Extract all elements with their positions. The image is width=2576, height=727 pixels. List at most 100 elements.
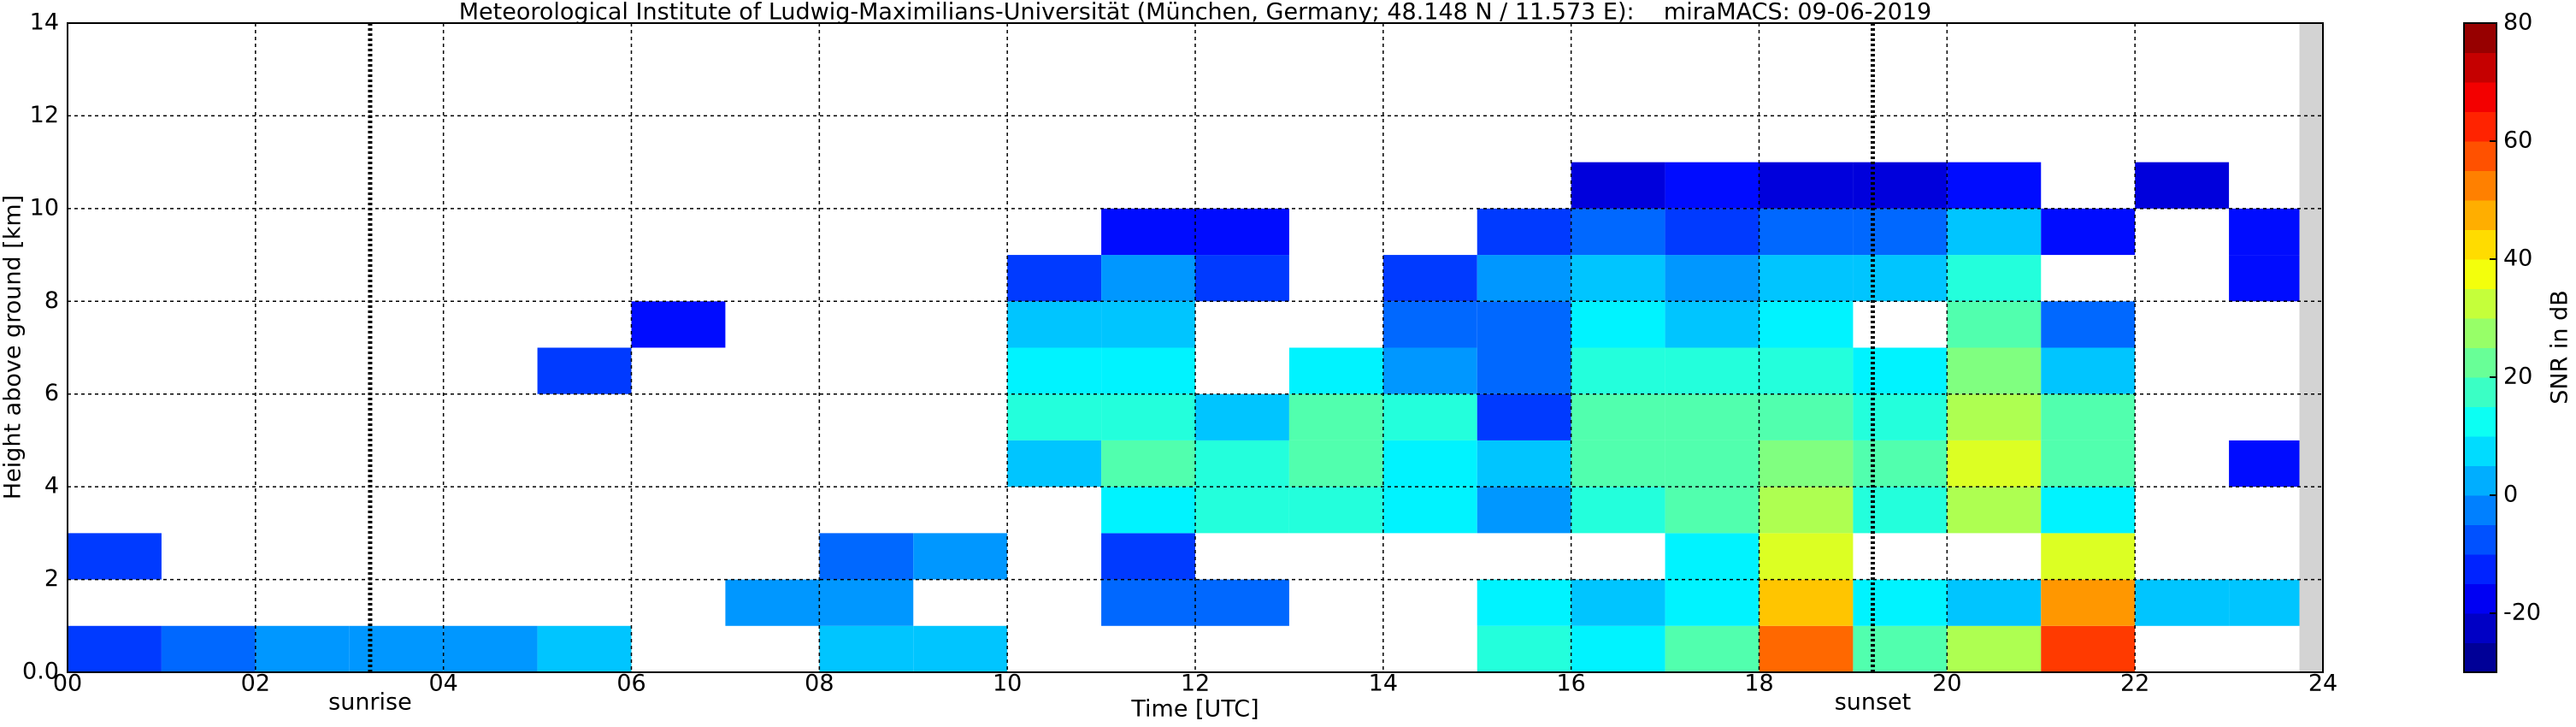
colorbar-frame [2463,22,2497,673]
heatmap-cell [537,625,632,672]
heatmap-cell [1101,533,1195,580]
heatmap-cell [1288,487,1383,534]
heatmap-cell [913,533,1008,580]
heatmap-cell [819,579,914,626]
y-tick-label: 12 [30,102,59,128]
heatmap-cell [1665,301,1760,348]
annotation-label: sunrise [328,689,412,716]
heatmap-cell [1477,440,1571,488]
x-tick-label: 14 [1369,671,1398,697]
colorbar-step [2464,524,2496,555]
heatmap-cell [1195,579,1289,626]
heatmap-cell [1665,347,1760,394]
heatmap-cell [1759,347,1854,394]
heatmap-cell [1665,487,1760,534]
x-tick-label: 20 [1932,671,1961,697]
colorbar-tick-label: -20 [2503,600,2541,626]
heatmap-cell [1947,301,2042,348]
colorbar-step [2464,52,2496,83]
heatmap-cell [1571,255,1665,302]
colorbar-step [2464,111,2496,142]
heatmap-cell [1759,393,1854,440]
heatmap-cell [349,625,444,672]
heatmap-cell [537,347,632,394]
heatmap-cell [1101,487,1195,534]
heatmap-cell [1007,393,1102,440]
heatmap-cell [1759,301,1854,348]
heatmap-cell [1571,440,1665,488]
heatmap-cell [1382,301,1477,348]
colorbar-step [2464,377,2496,407]
heatmap-cell [1288,440,1383,488]
chart-title: Meteorological Institute of Ludwig-Maxim… [459,0,1932,26]
heatmap-cell [1853,162,1948,209]
heatmap-cell [1759,487,1854,534]
heatmap-cell [1571,579,1665,626]
heatmap-cell [1665,255,1760,302]
colorbar-step [2464,82,2496,112]
colorbar-step [2464,436,2496,466]
x-tick-label: 06 [616,671,645,697]
heatmap-cell [1759,208,1854,256]
heatmap-cell [725,579,820,626]
heatmap-cell [1759,440,1854,488]
heatmap-cell [2041,625,2136,672]
heatmap-cell [1853,393,1948,440]
heatmap-cell [1101,579,1195,626]
colorbar-tick-label: 20 [2503,364,2532,390]
heatmap-cell [2041,301,2136,348]
heatmap-cell [1382,393,1477,440]
colorbar-step [2464,259,2496,289]
x-tick-label: 04 [428,671,457,697]
heatmap-cell [1571,625,1665,672]
y-tick-label: 8 [44,287,59,314]
x-tick-label: 12 [1181,671,1210,697]
heatmap-cell [1101,440,1195,488]
heatmap-cell [2135,579,2230,626]
heatmap-cell [161,625,256,672]
colorbar-step [2464,347,2496,378]
heatmap-cell [819,533,914,580]
heatmap-cell [1947,487,2042,534]
x-tick-label: 18 [1744,671,1773,697]
heatmap-cell [2135,162,2230,209]
heatmap-cell [1382,440,1477,488]
heatmap-cell [1947,440,2042,488]
heatmap-cell [1571,162,1665,209]
heatmap-cell [1195,393,1289,440]
heatmap-cell [1288,347,1383,394]
colorbar-tick-label: 60 [2503,127,2532,154]
x-tick-label: 16 [1556,671,1585,697]
heatmap-cell [1101,347,1195,394]
heatmap-cell [1853,579,1948,626]
heatmap-cell [1853,347,1948,394]
annotation-label: sunset [1835,689,1912,716]
heatmap-cell [1853,625,1948,672]
heatmap-cell [913,625,1008,672]
x-tick-label: 08 [805,671,834,697]
heatmap-cell [1759,162,1854,209]
heatmap-cell [1007,347,1102,394]
heatmap-cell [1665,208,1760,256]
heatmap-cell [1947,347,2042,394]
y-tick-label: 6 [44,380,59,406]
heatmap-cell [2041,579,2136,626]
colorbar-step [2464,170,2496,201]
x-tick-label: 22 [2120,671,2149,697]
heatmap-cell [255,625,350,672]
heatmap-cell [1477,487,1571,534]
heatmap-cell [1947,393,2042,440]
heatmap-cell [1477,579,1571,626]
heatmap-cell [1477,255,1571,302]
colorbar-step [2464,23,2496,53]
heatmap-cell [1477,301,1571,348]
heatmap-cell [1007,255,1102,302]
colorbar-step [2464,583,2496,614]
colorbar-step [2464,613,2496,643]
heatmap-cell [819,625,914,672]
colorbar-step [2464,406,2496,437]
x-tick-label: 10 [993,671,1022,697]
heatmap-cell [1571,393,1665,440]
heatmap-cell [1101,301,1195,348]
